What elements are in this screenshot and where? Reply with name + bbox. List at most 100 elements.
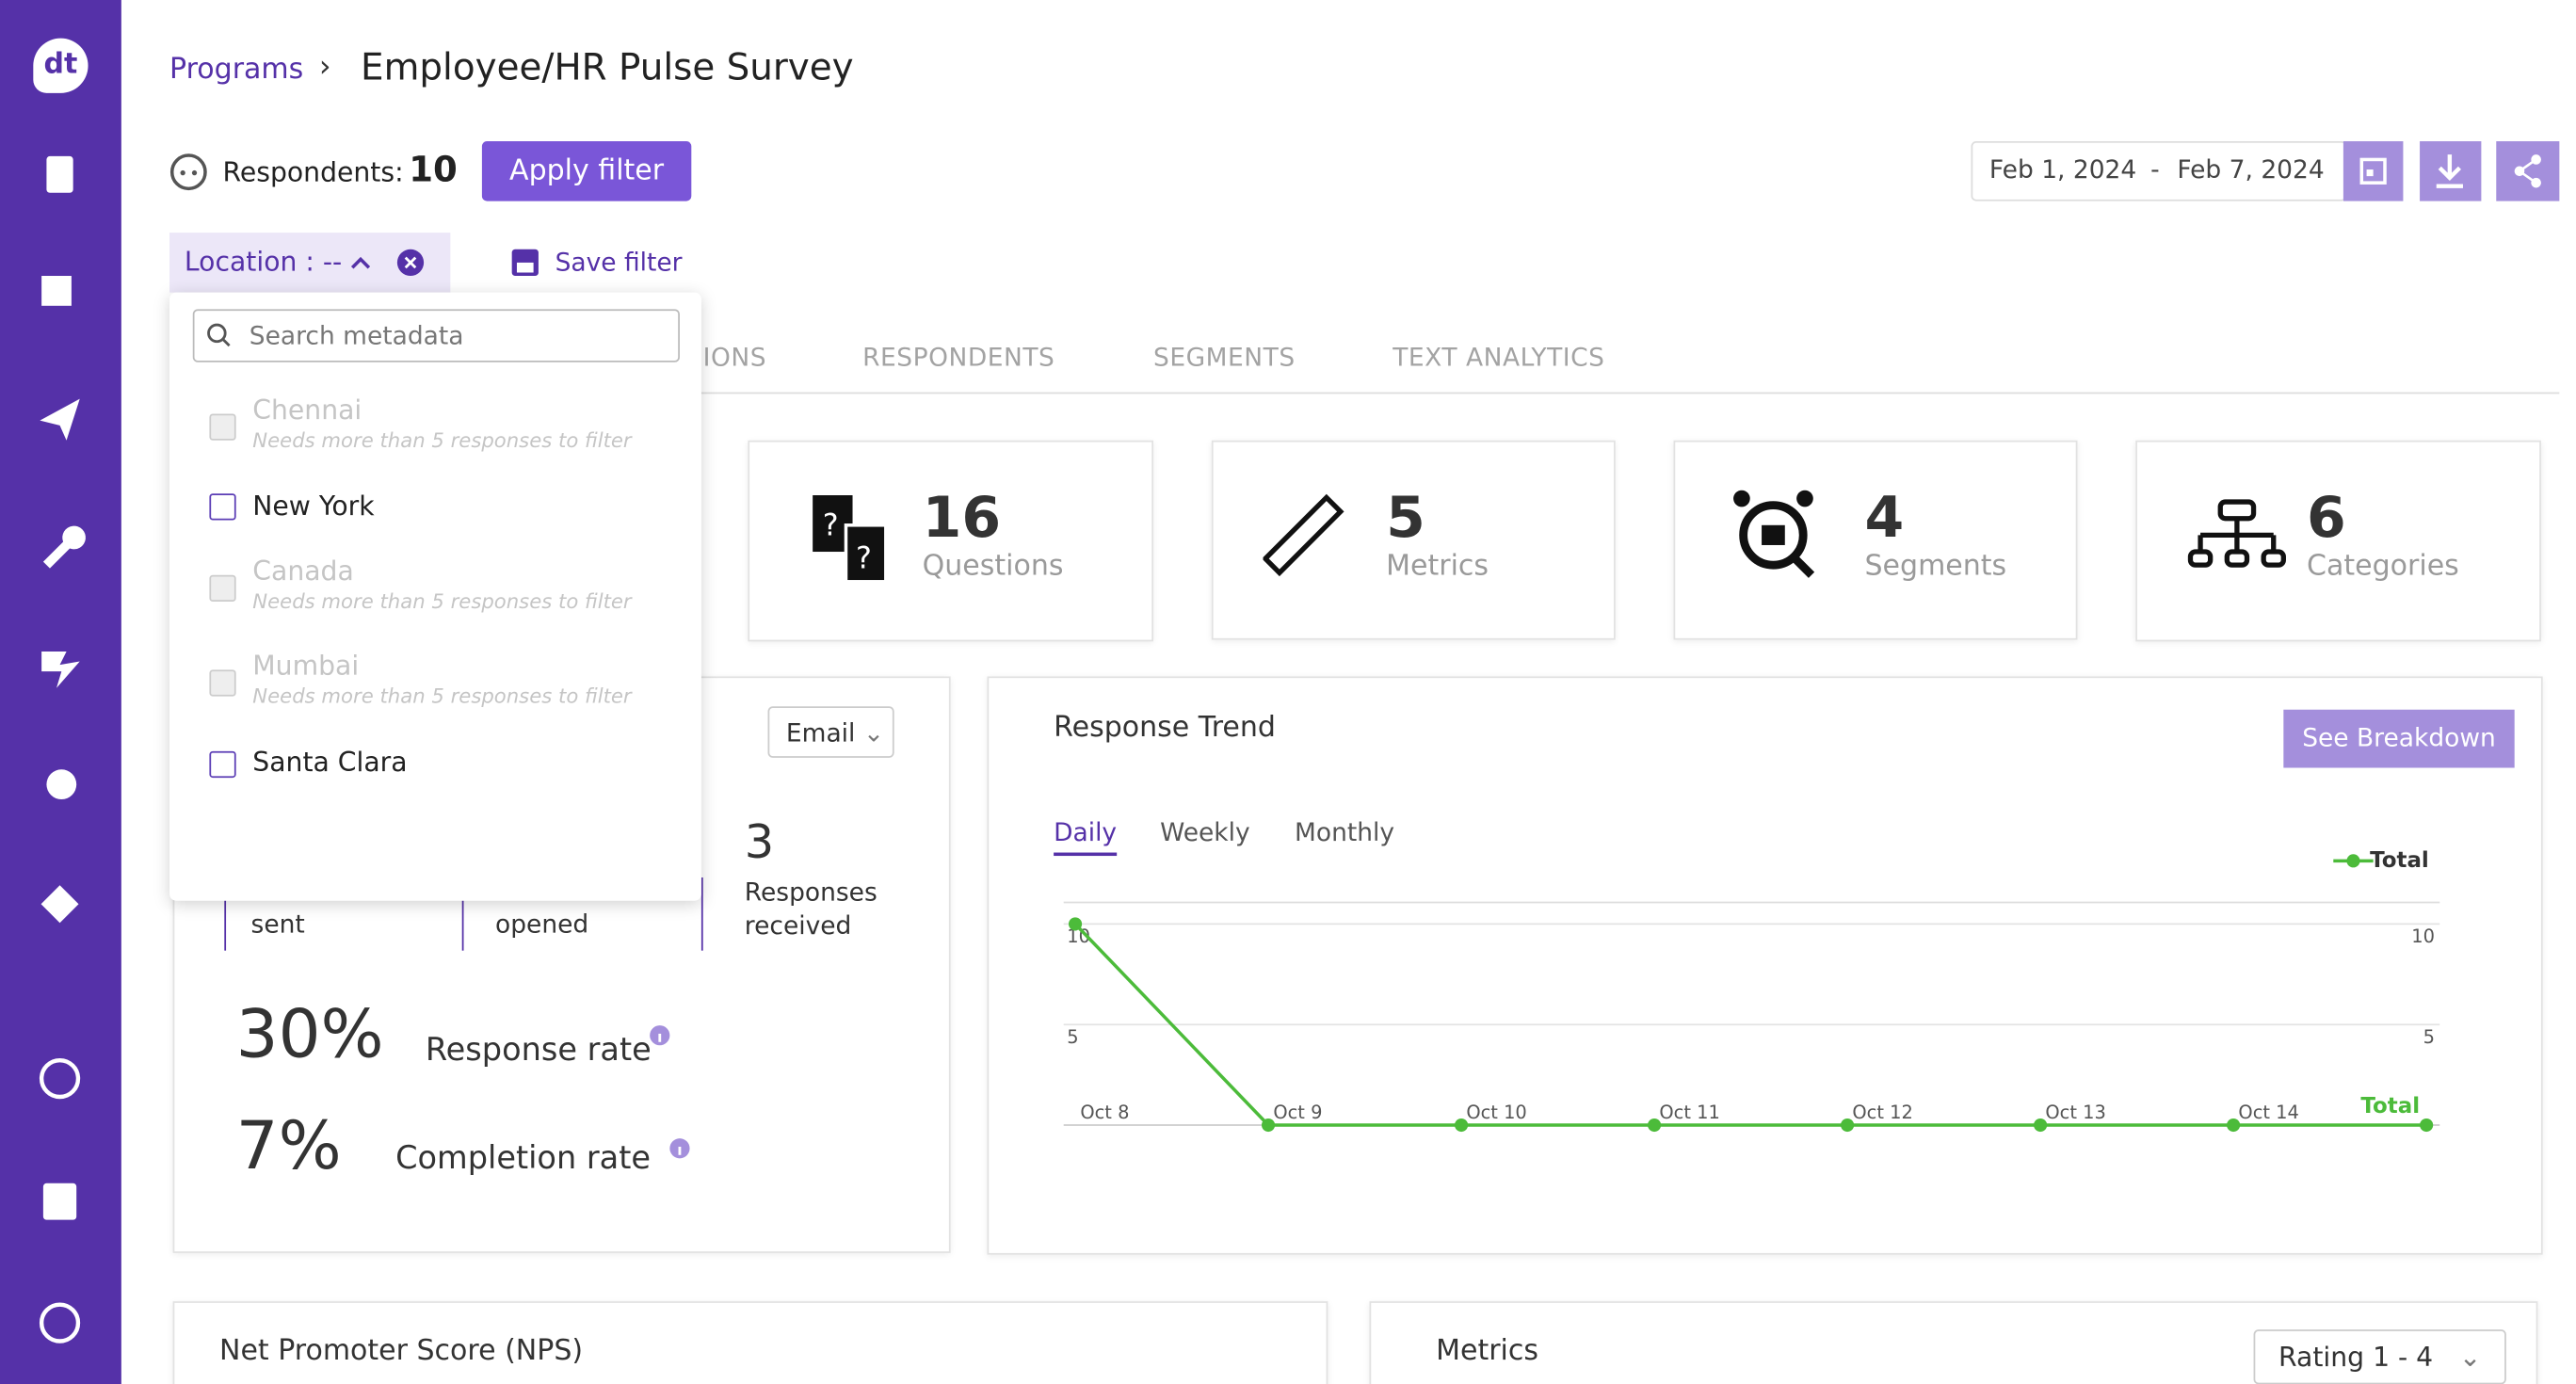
breadcrumb-separator: › bbox=[318, 49, 331, 86]
date-to: Feb 7, 2024 bbox=[2177, 154, 2325, 185]
metrics-title: Metrics bbox=[1436, 1334, 1539, 1368]
series-end-label: Total bbox=[2360, 1094, 2420, 1118]
nps-card: Net Promoter Score (NPS) bbox=[172, 1301, 1328, 1384]
nav-icon[interactable] bbox=[46, 155, 73, 193]
data-point bbox=[2034, 1118, 2048, 1133]
nav-icon[interactable] bbox=[46, 769, 77, 800]
save-filter[interactable]: Save filter bbox=[555, 248, 683, 278]
option-label: Canada bbox=[252, 555, 354, 587]
nav-icon[interactable] bbox=[39, 1057, 81, 1100]
respondents-label: Respondents: bbox=[222, 155, 404, 188]
nav-icon[interactable] bbox=[40, 885, 79, 924]
stat-card: 5 Metrics bbox=[1211, 440, 1616, 640]
page-title: Employee/HR Pulse Survey bbox=[361, 48, 854, 90]
y-tick-label: 10 bbox=[1067, 925, 1090, 947]
distribution-label: Responses received bbox=[744, 877, 877, 941]
option-label[interactable]: New York bbox=[252, 490, 375, 523]
search-placeholder: Search metadata bbox=[249, 320, 464, 351]
legend-label: Total bbox=[2370, 848, 2429, 873]
stat-card: 4 Segments bbox=[1673, 440, 2078, 640]
option-note: Needs more than 5 responses to filter bbox=[252, 428, 632, 453]
tab[interactable]: SEGMENTS bbox=[1153, 342, 1296, 373]
stat-value: 6 bbox=[2307, 485, 2346, 553]
svg-text:?: ? bbox=[823, 508, 839, 542]
stat-value: 16 bbox=[922, 485, 1002, 553]
stat-card: ?? 16 Questions bbox=[748, 440, 1154, 642]
filter-chip-label: Location : -- bbox=[184, 246, 343, 278]
trend-card: Response Trend See Breakdown Daily Weekl… bbox=[987, 676, 2543, 1255]
distribution-label: sent bbox=[250, 909, 305, 940]
checkbox[interactable] bbox=[209, 493, 236, 521]
data-point bbox=[2227, 1118, 2241, 1133]
divider bbox=[224, 877, 227, 951]
data-point bbox=[1648, 1118, 1662, 1133]
date-separator: - bbox=[2150, 154, 2160, 185]
data-point bbox=[1068, 917, 1083, 931]
logo[interactable]: dt bbox=[33, 38, 89, 93]
search-icon bbox=[207, 323, 231, 347]
x-tick-label: Oct 14 bbox=[2238, 1102, 2298, 1123]
stat-icon: ?? bbox=[813, 495, 888, 584]
option-label[interactable]: Santa Clara bbox=[252, 746, 408, 779]
y2-tick-label: 10 bbox=[2411, 925, 2435, 947]
checkbox bbox=[209, 574, 236, 602]
calendar-button[interactable] bbox=[2343, 141, 2404, 201]
see-breakdown-button[interactable]: See Breakdown bbox=[2283, 709, 2515, 768]
x-tick-label: Oct 12 bbox=[1852, 1102, 1912, 1123]
rate-label: Completion rate bbox=[395, 1139, 652, 1177]
rating-select[interactable]: Rating 1 - 4 ⌄ bbox=[2253, 1329, 2506, 1384]
nav-icon[interactable] bbox=[40, 398, 80, 441]
nav-icon[interactable] bbox=[42, 1183, 77, 1220]
filter-dropdown bbox=[169, 292, 701, 901]
y-tick-label: 5 bbox=[1067, 1026, 1078, 1048]
rate-label: Response rate bbox=[425, 1032, 652, 1069]
channel-value: Email bbox=[785, 717, 856, 748]
stat-icon bbox=[1733, 490, 1815, 578]
option-label: Chennai bbox=[252, 394, 362, 426]
period-tab[interactable]: Daily bbox=[1054, 817, 1118, 857]
apply-filter-button[interactable]: Apply filter bbox=[481, 141, 692, 201]
stat-card: 6 Categories bbox=[2135, 440, 2541, 642]
download-button[interactable] bbox=[2420, 141, 2482, 201]
metrics-card: Metrics Rating 1 - 4 ⌄ bbox=[1369, 1301, 2538, 1384]
share-button[interactable] bbox=[2496, 141, 2560, 201]
period-tab[interactable]: Weekly bbox=[1160, 817, 1250, 848]
tab[interactable]: TEXT ANALYTICS bbox=[1393, 342, 1605, 373]
info-icon[interactable] bbox=[648, 1023, 671, 1047]
respondents-count: 10 bbox=[409, 149, 458, 190]
tab[interactable]: RESPONDENTS bbox=[862, 342, 1055, 373]
trend-chart: 5 10 5 10 Oct 8 Oct 9 Oct 10 Oct 11 Oct 12 Oct 13… bbox=[1063, 848, 2440, 1133]
series-line bbox=[1073, 923, 2427, 1127]
save-icon bbox=[511, 249, 539, 277]
data-point bbox=[1841, 1118, 1855, 1133]
checkbox[interactable] bbox=[209, 750, 236, 779]
stat-icon bbox=[1263, 493, 1344, 577]
data-point bbox=[1455, 1118, 1469, 1133]
x-tick-label: Oct 13 bbox=[2045, 1102, 2105, 1123]
info-icon[interactable] bbox=[668, 1136, 692, 1160]
nav-icon[interactable] bbox=[39, 1302, 81, 1344]
channel-select[interactable]: Email ⌄ bbox=[767, 706, 894, 758]
tab[interactable]: IONS bbox=[702, 342, 767, 373]
search-box[interactable] bbox=[192, 309, 680, 362]
legend-swatch bbox=[2346, 854, 2360, 868]
data-point bbox=[1262, 1118, 1276, 1133]
nav-icon[interactable] bbox=[41, 276, 72, 306]
x-tick-label: Oct 11 bbox=[1659, 1102, 1719, 1123]
stat-label: Questions bbox=[922, 550, 1064, 584]
breadcrumb-link[interactable]: Programs bbox=[169, 53, 304, 87]
nav-icon[interactable] bbox=[42, 525, 86, 569]
period-tab[interactable]: Monthly bbox=[1295, 817, 1395, 848]
sidebar: dt bbox=[0, 0, 121, 1384]
x-tick-label: Oct 9 bbox=[1273, 1102, 1322, 1123]
divider bbox=[461, 877, 464, 951]
option-note: Needs more than 5 responses to filter bbox=[252, 684, 632, 708]
nps-title: Net Promoter Score (NPS) bbox=[219, 1334, 584, 1368]
chip-controls[interactable] bbox=[346, 246, 437, 279]
option-note: Needs more than 5 responses to filter bbox=[252, 589, 632, 614]
nav-icon[interactable] bbox=[41, 651, 80, 688]
distribution-label: opened bbox=[495, 909, 589, 940]
rate-value: 7% bbox=[235, 1108, 342, 1185]
